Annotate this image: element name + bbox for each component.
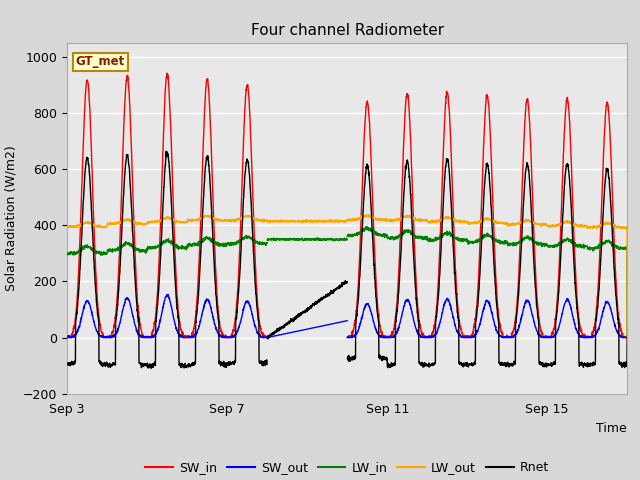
Rnet <box>403 163 410 168</box>
SW_out <box>63 335 71 340</box>
Line: Rnet: Rnet <box>67 151 627 368</box>
Rnet <box>623 335 631 340</box>
Line: SW_out: SW_out <box>67 295 627 337</box>
LW_in <box>63 252 71 258</box>
Text: GT_met: GT_met <box>76 56 125 69</box>
SW_out <box>524 298 532 303</box>
Line: LW_out: LW_out <box>67 215 627 337</box>
LW_out <box>504 221 512 227</box>
X-axis label: Time: Time <box>596 422 627 435</box>
SW_out <box>504 335 512 340</box>
SW_in <box>63 334 71 340</box>
Y-axis label: Solar Radiation (W/m2): Solar Radiation (W/m2) <box>4 145 17 291</box>
LW_out <box>403 213 410 219</box>
Rnet <box>524 163 532 169</box>
SW_in <box>623 335 631 340</box>
Title: Four channel Radiometer: Four channel Radiometer <box>251 23 444 38</box>
LW_in <box>504 240 512 246</box>
SW_in <box>403 96 410 102</box>
Rnet <box>620 363 627 369</box>
LW_in <box>623 335 631 340</box>
LW_in <box>620 246 627 252</box>
LW_out <box>620 225 627 230</box>
SW_in <box>524 102 532 108</box>
SW_out <box>623 335 631 340</box>
SW_out <box>403 298 410 304</box>
SW_in <box>620 335 627 340</box>
Legend: SW_in, SW_out, LW_in, LW_out, Rnet: SW_in, SW_out, LW_in, LW_out, Rnet <box>140 456 554 479</box>
SW_out <box>620 335 627 340</box>
Rnet <box>63 360 71 366</box>
Rnet <box>504 363 512 369</box>
Line: SW_in: SW_in <box>67 73 627 337</box>
LW_in <box>524 233 532 239</box>
LW_out <box>524 217 532 223</box>
LW_in <box>403 229 410 235</box>
SW_in <box>504 335 512 340</box>
LW_out <box>63 224 71 229</box>
Line: LW_in: LW_in <box>67 227 627 337</box>
LW_out <box>623 335 631 340</box>
